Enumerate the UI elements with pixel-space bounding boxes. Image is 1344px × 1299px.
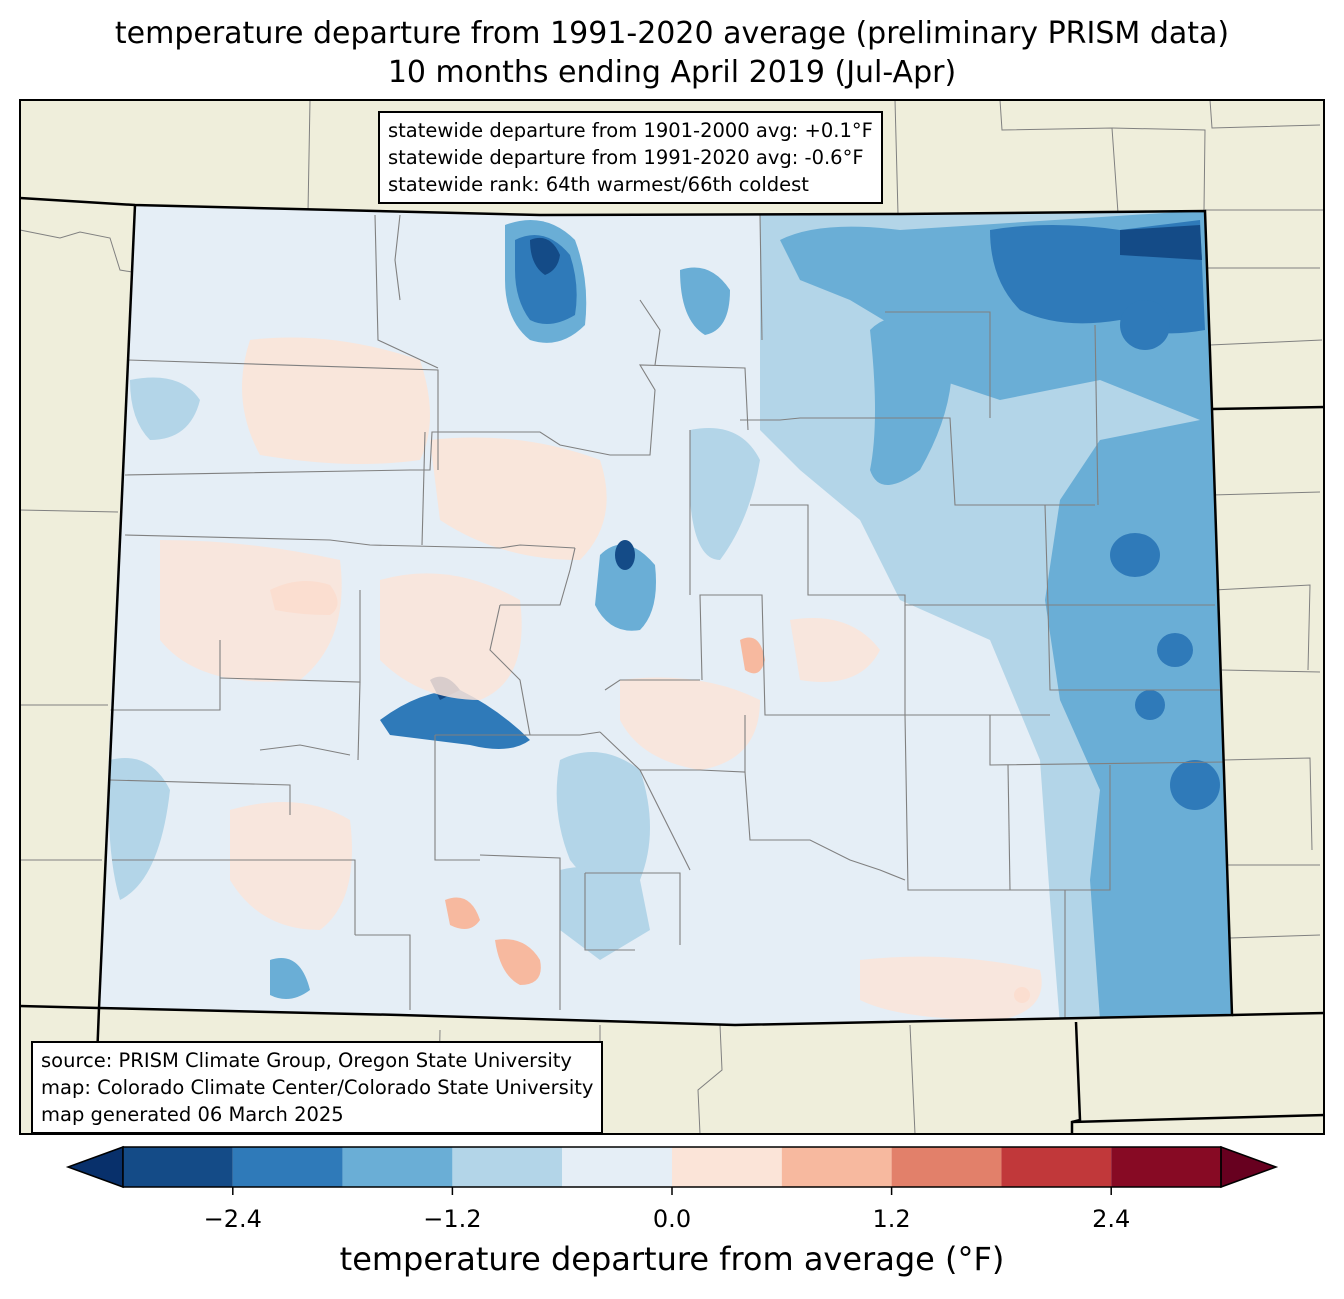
colorbar-segment <box>1111 1147 1221 1187</box>
colorbar-extend-low <box>65 1145 124 1189</box>
state-borders <box>19 196 1326 1135</box>
temperature-field <box>99 205 1232 1025</box>
colorbar-tick-label: 2.4 <box>1092 1205 1131 1233</box>
colorbar-segment <box>123 1147 233 1187</box>
colorbar-tick-label: −1.2 <box>423 1205 482 1233</box>
colorbar-tick-label: 1.2 <box>872 1205 911 1233</box>
stats-line-3: statewide rank: 64th warmest/66th coldes… <box>388 173 809 196</box>
colorbar-segments <box>65 1145 1279 1195</box>
title-line-1: temperature departure from 1991-2020 ave… <box>114 16 1230 51</box>
statewide-stats-box: statewide departure from 1901-2000 avg: … <box>378 111 883 204</box>
colorbar-segment <box>342 1147 453 1187</box>
colorbar-segment <box>562 1147 672 1187</box>
colorbar-segment <box>232 1147 343 1187</box>
colorbar-segment <box>452 1147 563 1187</box>
county-lines <box>109 214 1226 1020</box>
colorbar-segment <box>781 1147 892 1187</box>
colorbar-tick-label: −2.4 <box>203 1205 262 1233</box>
map-frame <box>19 99 1325 1135</box>
stats-line-2: statewide departure from 1991-2020 avg: … <box>388 146 864 169</box>
stats-line-1: statewide departure from 1901-2000 avg: … <box>388 119 873 142</box>
colorbar-extend-high <box>1220 1145 1279 1189</box>
source-line-1: source: PRISM Climate Group, Oregon Stat… <box>41 1049 572 1072</box>
colorbar-segment <box>891 1147 1002 1187</box>
source-line-3: map generated 06 March 2025 <box>41 1103 344 1126</box>
colorbar-segment <box>1001 1147 1112 1187</box>
source-credits-box: source: PRISM Climate Group, Oregon Stat… <box>31 1041 604 1134</box>
colorbar-tick-label: 0.0 <box>652 1205 692 1233</box>
title-line-2: 10 months ending April 2019 (Jul-Apr) <box>387 55 957 90</box>
colorbar-label: temperature departure from average (°F) <box>339 1240 1005 1278</box>
source-line-2: map: Colorado Climate Center/Colorado St… <box>41 1076 594 1099</box>
colorbar-segment <box>672 1147 782 1187</box>
